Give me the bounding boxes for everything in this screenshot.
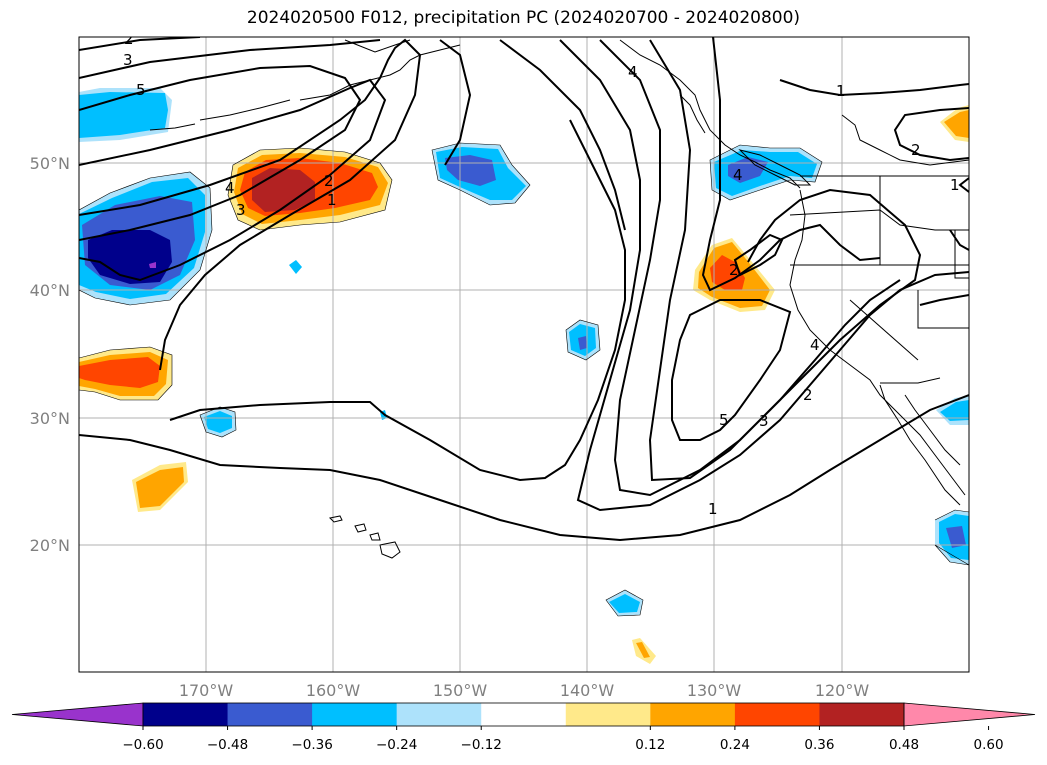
colorbar-extend-low: [11, 702, 144, 727]
contour-label: 2: [324, 172, 334, 190]
colorbar-tick-label: −0.36: [291, 737, 332, 753]
colorbar-tick-label: −0.12: [461, 737, 502, 753]
colorbar-tick-label: 0.36: [804, 737, 834, 753]
colorbar-tick-label: −0.60: [122, 737, 163, 753]
lon-label: 130°W: [687, 681, 742, 700]
colorbar-segment: [481, 703, 567, 726]
precip-positive-anomaly: [136, 467, 184, 508]
contour-label: 2: [911, 141, 921, 159]
colorbar-segment: [143, 703, 229, 726]
precip-positive-anomaly: [710, 255, 745, 290]
contour-label: 1: [950, 176, 960, 194]
colorbar-segment: [227, 703, 313, 726]
contour-label: 2: [803, 386, 813, 404]
colorbar-segment: [565, 703, 651, 726]
contour-label: 5: [719, 411, 729, 429]
colorbar-segment: [312, 703, 398, 726]
contour-label: 2: [729, 261, 739, 279]
lon-label: 170°W: [179, 681, 234, 700]
precip-negative-anomaly: [940, 400, 969, 421]
contour-label: 4: [810, 336, 820, 354]
contour-label: 3: [759, 412, 769, 430]
precip-positive-anomaly: [79, 357, 160, 388]
contour-label: 4: [225, 179, 235, 197]
lat-label: 40°N: [30, 281, 70, 300]
precip-outlines: [79, 142, 969, 617]
lon-label: 150°W: [433, 681, 488, 700]
colorbar-tick-label: 0.60: [974, 737, 1004, 753]
colorbar-segment: [819, 703, 905, 726]
precip-negative-anomaly: [578, 336, 587, 350]
colorbar-segment: [396, 703, 482, 726]
colorbar-tick-label: 0.12: [635, 737, 665, 753]
pc-contours: [79, 37, 969, 542]
map-frame: [78, 36, 970, 673]
colorbar-tick-label: 0.48: [889, 737, 919, 753]
precip-shading: [79, 88, 969, 664]
precip-negative-anomaly: [204, 411, 232, 433]
contour-label: 3: [236, 201, 246, 219]
map-title: 2024020500 F012, precipitation PC (20240…: [246, 8, 801, 28]
contour-label: 1: [836, 82, 846, 100]
latitude-labels: 50°N 40°N 30°N 20°N: [30, 154, 70, 555]
map-area: 2 3 5 4 3 2 1 4 1 2 1 4 2 4 2 3 5 1: [79, 30, 969, 672]
lat-label: 30°N: [30, 409, 70, 428]
colorbar-segment: [650, 703, 736, 726]
colorbar-tick-label: −0.48: [207, 737, 248, 753]
colorbar-extend-high: [903, 702, 1036, 727]
lon-label: 120°W: [815, 681, 870, 700]
contour-labels: 2 3 5 4 3 2 1 4 1 2 1 4 2 4 2 3 5 1: [123, 30, 960, 518]
lat-label: 20°N: [30, 536, 70, 555]
contour-label: 1: [327, 191, 337, 209]
colorbar-frame: [142, 702, 905, 727]
contour-label: 3: [123, 51, 133, 69]
colorbar-tick-label: −0.24: [376, 737, 417, 753]
lon-label: 140°W: [560, 681, 615, 700]
lat-label: 50°N: [30, 154, 70, 173]
precip-negative-anomaly: [88, 230, 172, 284]
colorbar: −0.60 −0.48 −0.36 −0.24 −0.12 0.12 0.24 0.36 0.4…: [11, 702, 1036, 753]
contour-label: 5: [136, 81, 146, 99]
contour-label: 1: [708, 500, 718, 518]
contour-label: 2: [124, 30, 134, 48]
contour-label: 4: [628, 63, 638, 81]
lon-label: 160°W: [306, 681, 361, 700]
contour-label: 4: [733, 166, 743, 184]
colorbar-tick-label: 0.24: [720, 737, 750, 753]
colorbar-segment: [734, 703, 820, 726]
longitude-labels: 170°W 160°W 150°W 140°W 130°W 120°W: [179, 681, 870, 700]
precip-negative-anomaly: [609, 594, 640, 613]
precip-negative-anomaly: [946, 526, 966, 548]
precip-positive-anomaly: [944, 110, 969, 138]
